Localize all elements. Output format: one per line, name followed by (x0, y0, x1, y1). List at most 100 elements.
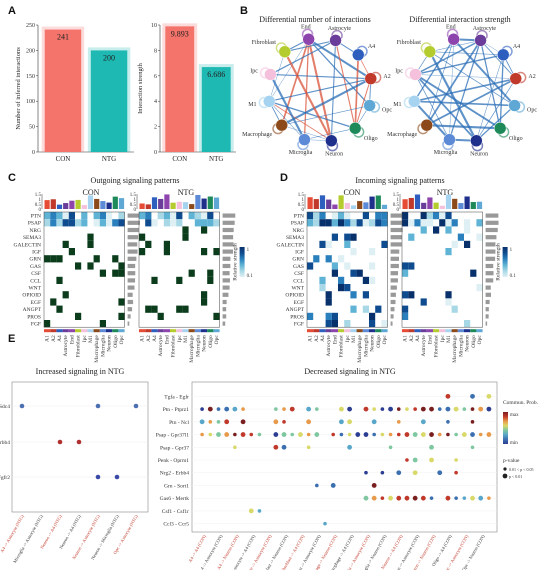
outgoing-col-strip-Oligo (207, 329, 214, 333)
incoming-cell (420, 212, 427, 220)
outgoing-col-strip-A1 (139, 329, 146, 333)
outgoing-col-strip-Microglia (194, 329, 201, 333)
incoming-colsum-Oligo (470, 202, 476, 209)
outgoing-rowsum-CSF (127, 271, 136, 276)
incoming-cell (307, 212, 314, 220)
incoming-col-strip-A4 (319, 329, 326, 333)
outgoing-cell (118, 298, 125, 306)
outgoing-col-label-A4: A4 (57, 335, 63, 342)
outgoing-con-label: CON (83, 188, 100, 197)
decreased-dot (470, 420, 475, 424)
decreased-dot (454, 496, 458, 500)
outgoing-cell (157, 312, 164, 320)
net-strength-edge (413, 100, 451, 141)
incoming-colsum-Macrophage (452, 198, 458, 209)
incoming-cell (344, 240, 351, 248)
decreased-dot (208, 432, 213, 437)
incoming-col-strip-A4 (414, 329, 421, 333)
decreased-dot (486, 432, 492, 437)
decreased-dot (404, 495, 410, 501)
incoming-rowsum-GAS (390, 263, 399, 269)
incoming-cell (356, 269, 363, 277)
incoming-col-label-End: End (332, 335, 338, 344)
incoming-legend-max: 1 (510, 248, 513, 253)
incoming-row-label-PROS: PROS (290, 314, 304, 320)
decreased-dot (200, 407, 204, 411)
decreased-row-label: Grn - Sort1 (164, 483, 189, 489)
decreased-dot (380, 470, 385, 475)
incoming-cell (362, 305, 369, 313)
outgoing-row-label-CSF: CSF (31, 271, 41, 277)
outgoing-rowsum-ANGPT (222, 307, 227, 312)
outgoing-legend-max: 1 (247, 248, 250, 253)
net-strength-node-Ipc (409, 68, 422, 81)
outgoing-cell (87, 233, 94, 241)
net-count-edge (354, 54, 360, 129)
incoming-rowsum-GALECTIN (390, 242, 402, 247)
incoming-col-label-Ipc: Ipc (440, 335, 446, 343)
net-count-node-label-A2: A2 (383, 74, 390, 80)
decreased-dot (281, 432, 287, 437)
outgoing-col-strip-A1 (44, 329, 51, 333)
incoming-cell (319, 284, 326, 292)
outgoing-rowsum-PSAP (127, 220, 140, 225)
decreased-dot (363, 406, 369, 412)
net-strength-node-Astrocyte (474, 34, 487, 47)
outgoing-cell (118, 219, 125, 227)
incoming-cell (350, 269, 357, 277)
panel-label-c: C (8, 172, 16, 184)
decreased-dot (420, 419, 426, 425)
incoming-cell (369, 219, 376, 227)
decreased-dot (208, 420, 213, 424)
incoming-cell (381, 240, 388, 248)
outgoing-col-strip-Oligo (112, 329, 119, 333)
net-strength-node-Oligo (493, 122, 507, 135)
decreased-dot (347, 419, 352, 425)
net-strength-node-M1 (408, 95, 421, 108)
outgoing-rowsum-EGF (127, 299, 134, 305)
outgoing-cell (176, 305, 183, 313)
decreased-dot (339, 432, 344, 437)
decreased-dot (388, 495, 393, 501)
outgoing-legend-min: 0.1 (247, 274, 254, 279)
incoming-col-strip-Macrophage (356, 329, 363, 333)
incoming-cell (362, 276, 369, 284)
outgoing-rowsum-ANGPT (127, 307, 133, 312)
increased-row-label: Ptn - Sdc4 (0, 404, 10, 410)
strength-xtick-label-CON: CON (172, 155, 187, 163)
decreased-dot (396, 495, 402, 501)
decreased-dot (199, 419, 205, 425)
outgoing-col-label-A2: A2 (51, 335, 57, 342)
increased-dot (95, 474, 101, 480)
outgoing-cell (62, 219, 69, 227)
incoming-colsum-Fibroblast (338, 195, 344, 209)
incoming-col-label-M1: M1 (446, 335, 452, 343)
net-count-node-Opc (363, 99, 376, 112)
net-count-node-label-Neuron: Neuron (325, 151, 343, 157)
outgoing-cell (207, 269, 214, 277)
incoming-row-label-GAS: GAS (293, 264, 304, 270)
incoming-rowsum-SEMA3 (390, 235, 402, 240)
incoming-colsum-Ipc (344, 202, 350, 209)
incoming-cell (381, 219, 388, 227)
decreased-dot (470, 407, 475, 411)
incoming-cell (402, 312, 409, 320)
interactions-ytick-label: 50 (29, 125, 35, 131)
decreased-dot (289, 406, 295, 412)
outgoing-rowsum-SEMA3 (222, 235, 234, 240)
outgoing-cell (213, 219, 220, 227)
outgoing-cell (201, 248, 208, 256)
outgoing-rowsum-GAS (222, 263, 231, 269)
outgoing-colsum-Macrophage (189, 204, 195, 209)
decreased-dot (306, 419, 312, 425)
outgoing-col-label-M1: M1 (88, 335, 94, 343)
outgoing-cell (201, 291, 208, 299)
outgoing-col-strip-A2 (50, 329, 57, 333)
incoming-cell (445, 291, 452, 299)
incoming-cell (408, 262, 415, 270)
outgoing-colsum-Oligo (207, 196, 213, 209)
incoming-colsum-A4 (414, 194, 421, 209)
incoming-colsum-M1 (350, 205, 357, 209)
interactions-ytick-label: 0 (32, 150, 35, 156)
